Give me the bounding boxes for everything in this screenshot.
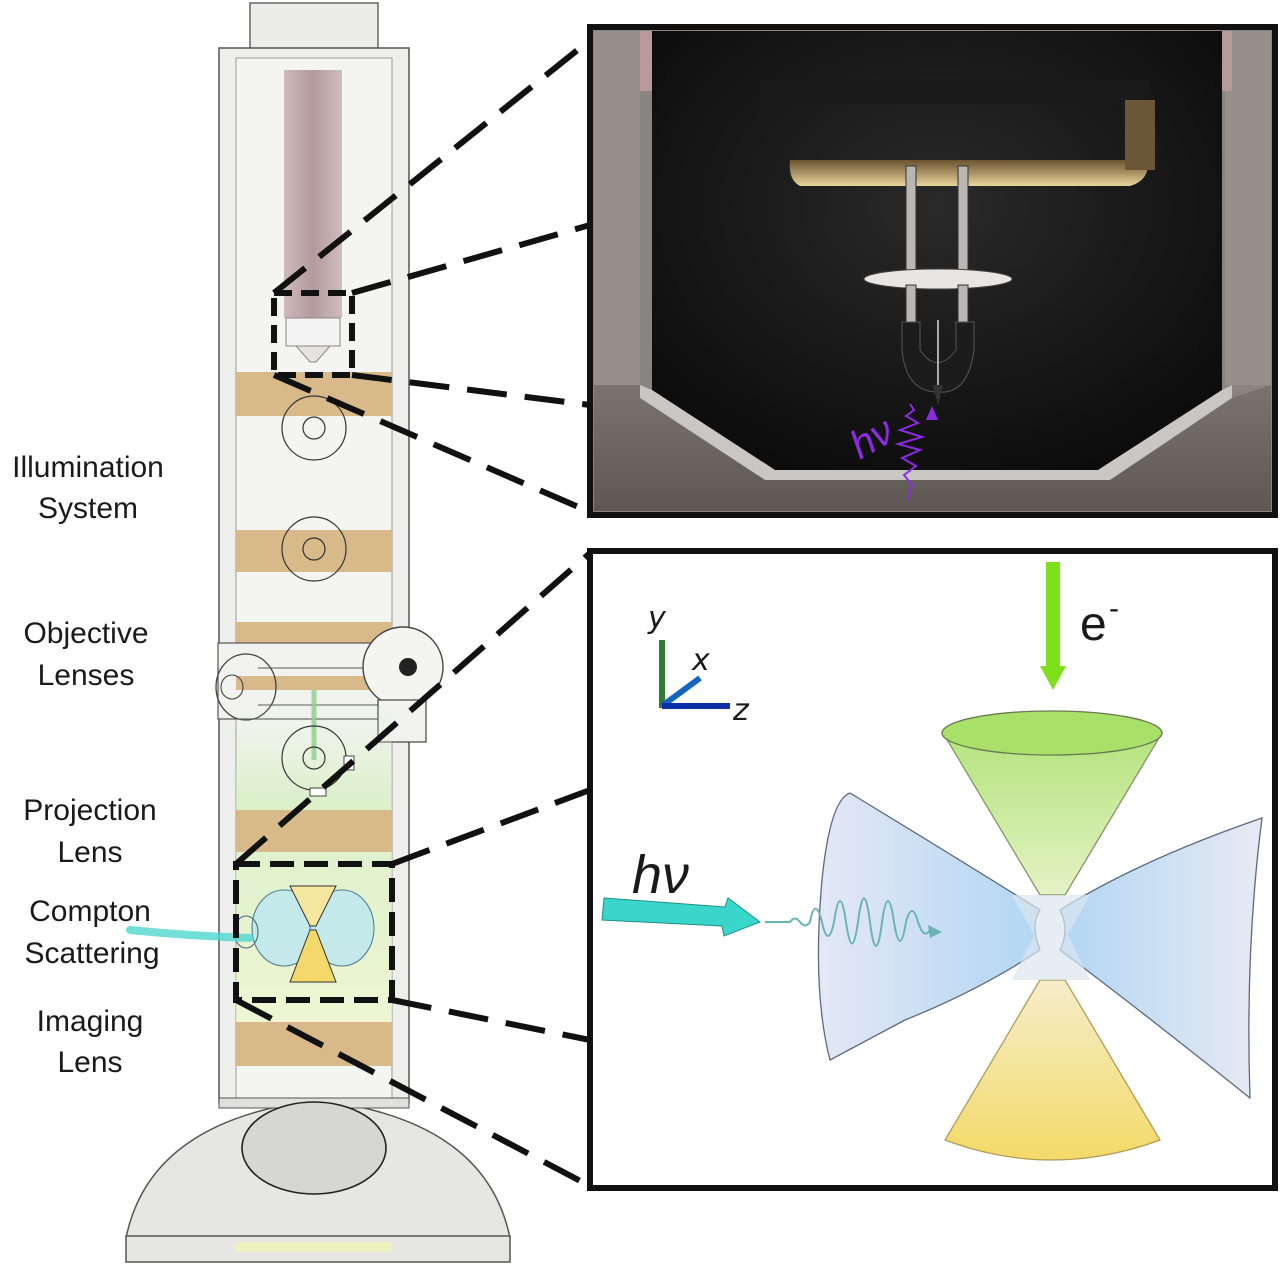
vacuum-chamber [652,31,1222,470]
label-imaging-2: Lens [57,1046,122,1079]
electron-gun-inset: hν [587,24,1278,518]
label-illumination-2: System [38,492,138,525]
emitter-filament [901,321,975,393]
mini-cone-top [289,885,337,927]
aperture-ring-1 [281,395,347,461]
interaction-region [1012,895,1090,980]
electron-cone-upper-cap [941,710,1163,756]
zoom-connectors [234,37,592,1189]
aperture-hole-3 [302,746,326,770]
label-objective-2: Lenses [38,659,135,692]
axis-y-label: y [647,601,667,636]
mini-laser-right [309,889,375,967]
label-compton-2: Scattering [24,937,159,970]
objective-port-hole [399,658,417,676]
electron-label: e [1080,598,1107,651]
microscope-column [125,2,511,1263]
label-imaging-1: Imaging [37,1005,144,1038]
detector-screen [241,1101,387,1195]
electron-charge: - [1109,592,1119,625]
label-compton-1: Compton [29,895,151,928]
gun-zoom-box [271,290,355,378]
label-illumination-1: Illumination [12,451,164,484]
objective-upper-plate [236,622,392,644]
aperture-ring-2 [281,516,347,582]
axis-x-line [660,675,702,709]
emitter-tip [294,345,332,363]
upper-electrode [789,160,1149,186]
column-top-cap [249,2,379,50]
emitter-tip-inset [933,385,943,406]
photon-arrow [601,897,762,937]
axis-x-label: x [691,643,710,678]
electron-cone-lower [944,979,1161,1161]
label-projection-1: Projection [23,794,156,827]
electron-arrow-shaft [1046,562,1060,668]
mini-cone-bottom [289,929,337,983]
emitter-holder [285,317,341,347]
compton-zoom-box [233,861,395,1003]
photon-label-bottom: hν [632,845,689,905]
label-objective-1: Objective [23,617,148,650]
photon-wave [765,897,931,947]
axis-z-label: z [732,693,750,728]
compton-inset: y x z e - hν [587,548,1278,1191]
extractor-disk [863,268,1013,290]
aperture-hole-2 [302,537,326,561]
condenser-lens-2 [236,530,392,572]
aperture-hole-1 [302,416,326,440]
objective-left-port-inner [220,674,244,700]
photon-pulse-top [894,403,926,501]
label-projection-2: Lens [57,836,122,869]
electron-arrow-head [1040,666,1066,690]
